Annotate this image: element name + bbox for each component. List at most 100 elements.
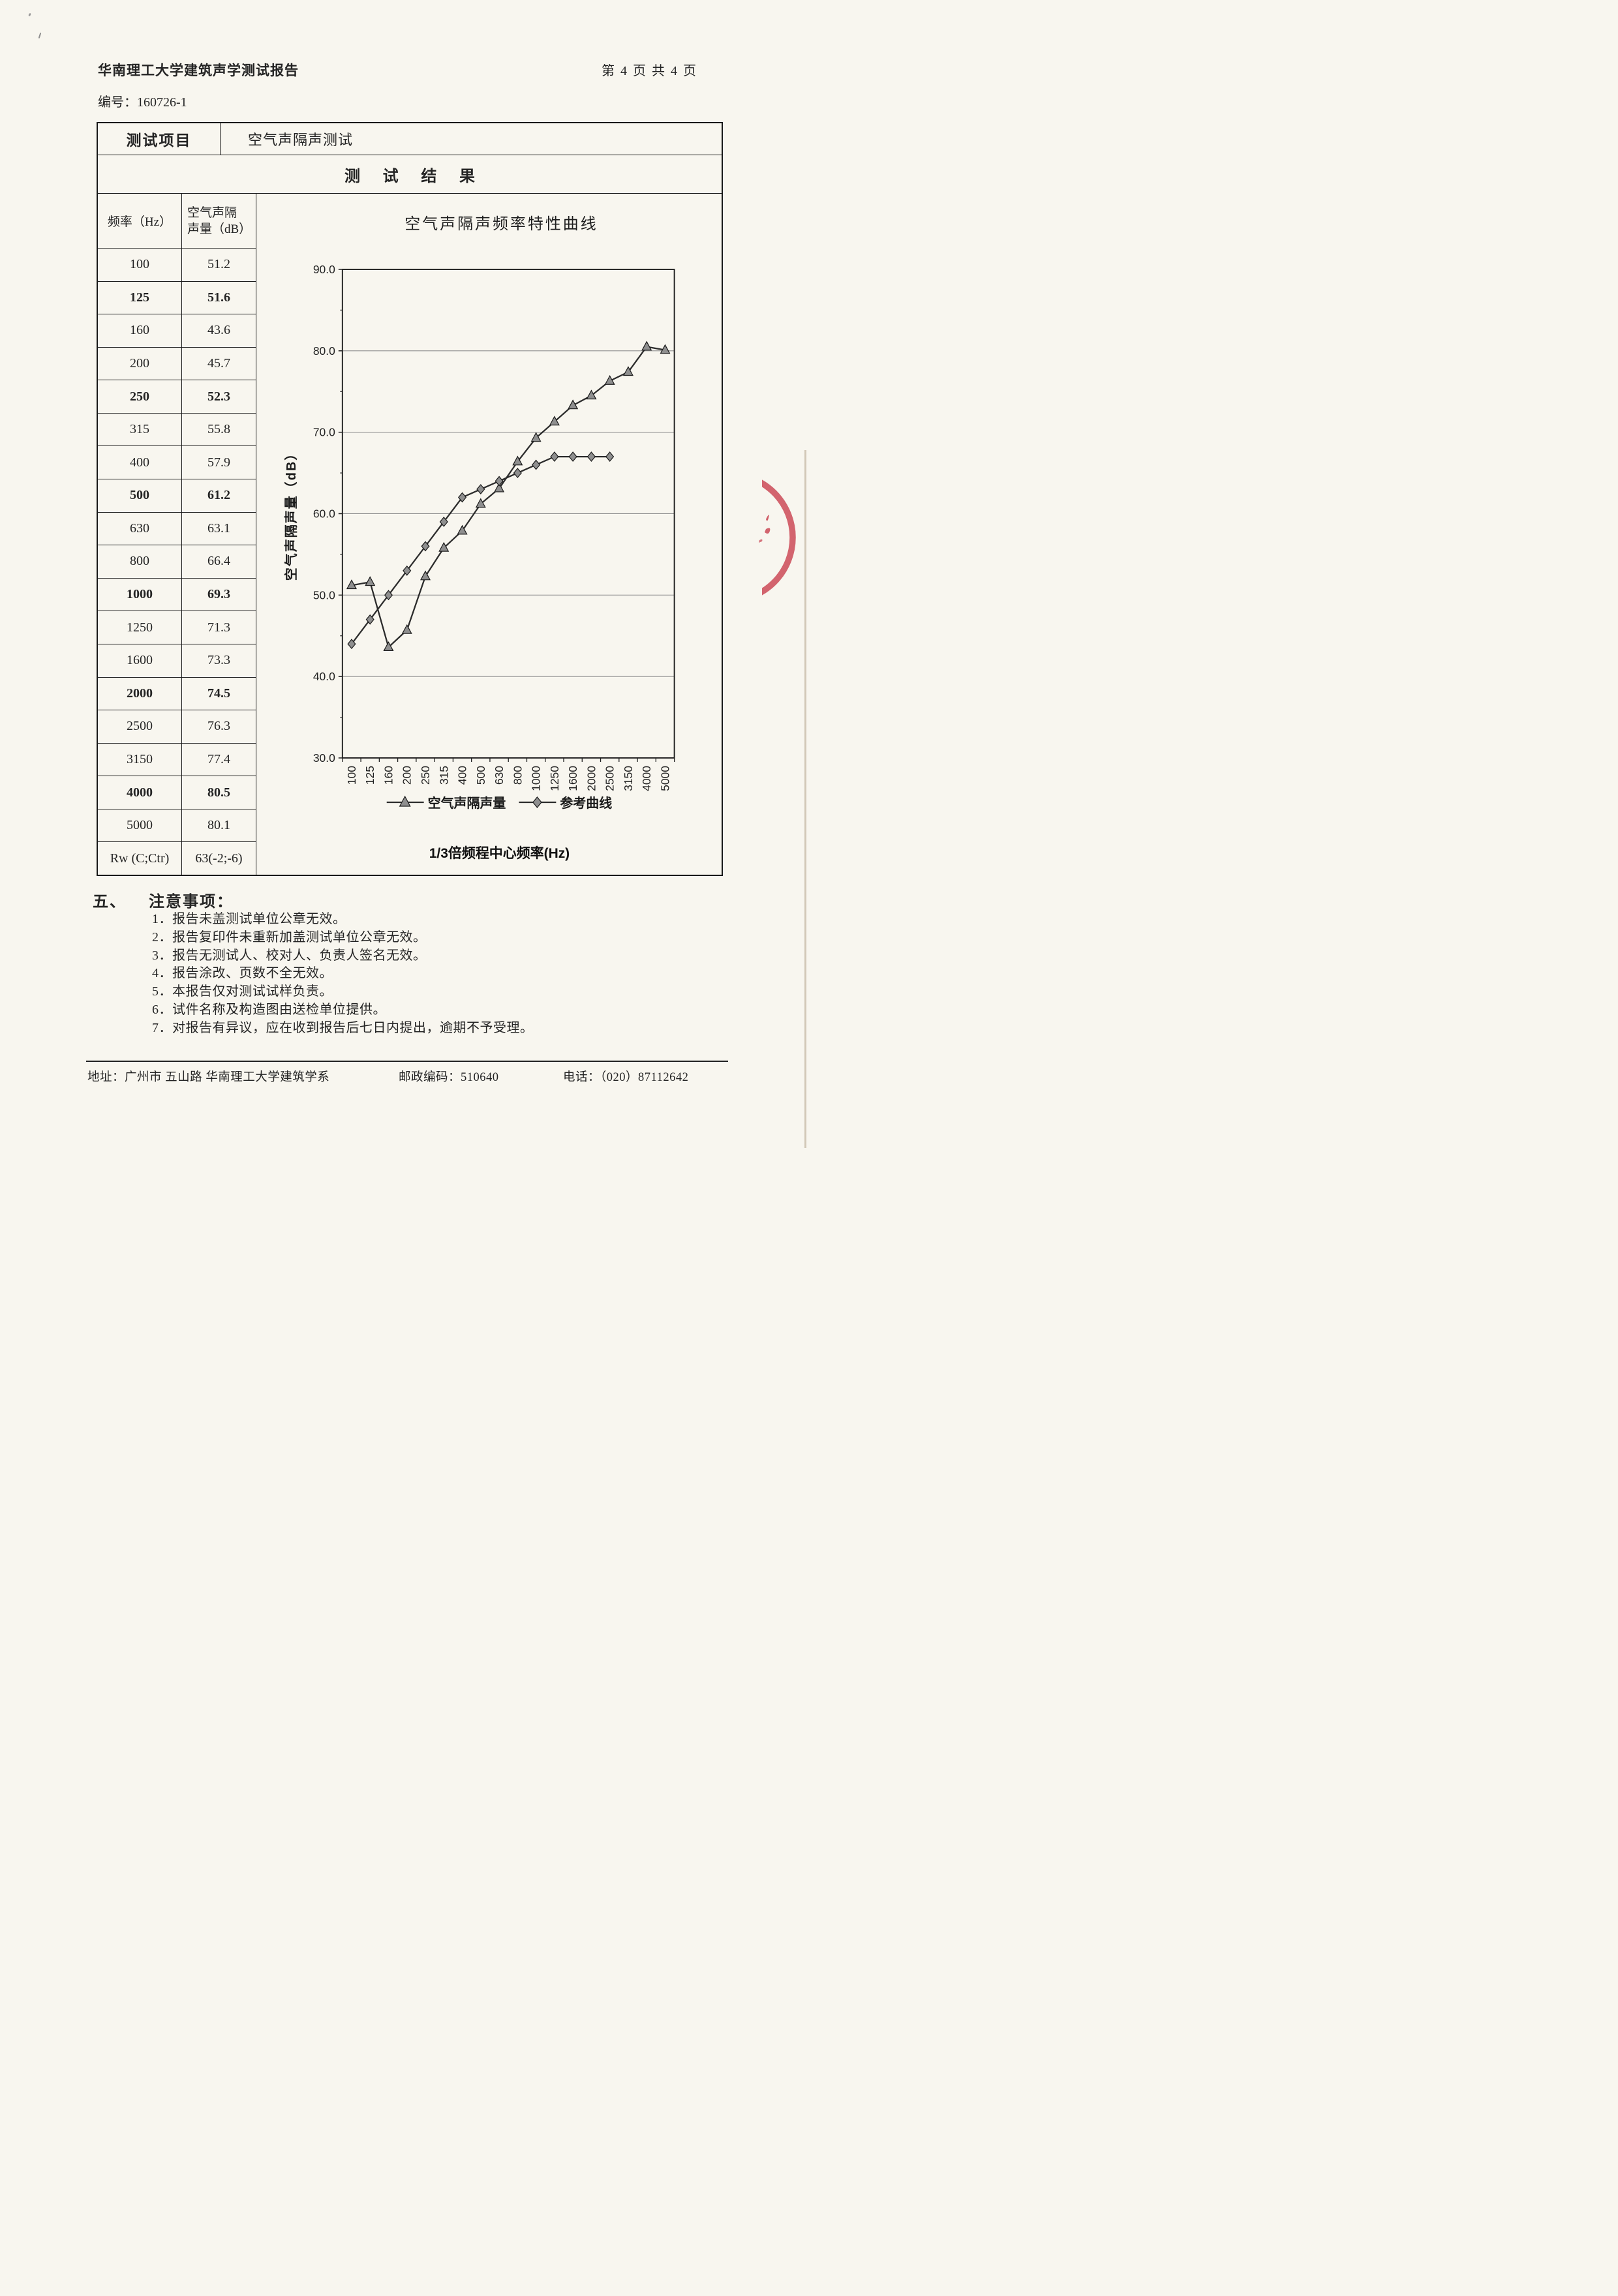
triangle-marker — [549, 415, 560, 426]
footer-phone: 电话：（020）87112642 — [563, 1071, 689, 1084]
freq-cell: 100 — [98, 249, 182, 281]
value-cell: 63.1 — [207, 521, 230, 536]
legend-diamond-marker — [532, 796, 542, 808]
table-row: 500 61.2 — [98, 479, 256, 512]
table-row: 400 57.9 — [98, 446, 256, 479]
freq-cell: 400 — [98, 446, 182, 479]
triangle-marker — [604, 374, 615, 385]
section-title-results: 测 试 结 果 — [98, 155, 722, 194]
diamond-marker — [403, 565, 412, 576]
notes-list: 1．报告未盖测试单位公章无效。 2．报告复印件未重新加盖测试单位公章无效。 3．报告… — [152, 911, 739, 1038]
value-cell: 52.3 — [207, 389, 230, 404]
diamond-marker — [605, 451, 615, 462]
x-tick-label: 2500 — [603, 766, 617, 791]
table-row: 800 66.4 — [98, 545, 256, 578]
freq-cell: 500 — [98, 479, 182, 512]
stamp-ink-mark — [759, 539, 763, 543]
scan-speck — [28, 12, 31, 17]
value-cell: 80.5 — [207, 785, 230, 800]
chart-title: 空气声隔声频率特性曲线 — [404, 215, 598, 233]
table-row: 250 52.3 — [98, 380, 256, 413]
x-tick-label: 1600 — [566, 766, 579, 791]
frequency-table-body: 100 51.2 125 51.6 160 43.6 200 45.7 250 52.3 315 55… — [98, 249, 256, 875]
x-tick-label: 200 — [401, 766, 414, 785]
triangle-marker — [475, 498, 486, 508]
measured-series-line — [351, 346, 665, 648]
y-tick-label: 90.0 — [313, 263, 335, 276]
freq-cell: 160 — [98, 314, 182, 347]
value-cell: 76.3 — [207, 719, 230, 734]
x-tick-label: 160 — [382, 766, 395, 785]
triangle-marker — [494, 482, 505, 492]
value-cell: 51.6 — [207, 290, 230, 305]
diamond-marker — [421, 541, 430, 552]
diamond-marker — [568, 451, 577, 462]
legend-triangle-marker — [399, 795, 411, 807]
x-axis-title: 1/3倍频程中心频率(Hz) — [429, 845, 570, 861]
note-item: 6．试件名称及构造图由送检单位提供。 — [152, 1002, 386, 1017]
value-cell: 69.3 — [207, 587, 230, 602]
value-cell: 66.4 — [207, 554, 230, 569]
notes-heading: 五、 注意事项： — [93, 888, 234, 911]
triangle-marker — [622, 366, 633, 376]
freq-cell: Rw (C;Ctr) — [98, 842, 182, 875]
x-tick-label: 4000 — [640, 766, 653, 791]
value-column-header-line1: 空气声隔 — [187, 205, 237, 220]
freq-cell: 800 — [98, 545, 182, 578]
note-item: 7．对报告有异议，应在收到报告后七日内提出，逾期不予受理。 — [152, 1020, 534, 1035]
table-row: 1250 71.3 — [98, 611, 256, 644]
x-tick-label: 5000 — [658, 766, 671, 791]
table-row: 1600 73.3 — [98, 643, 256, 677]
x-tick-label: 125 — [363, 766, 376, 785]
note-item: 5．本报告仅对测试试样负责。 — [152, 984, 333, 999]
results-body: 频率（Hz） 空气声隔 声量（dB） 100 51.2 125 51.6 160 43.6… — [98, 194, 722, 875]
x-tick-label: 2000 — [585, 766, 598, 791]
footer-address: 地址：广州市 五山路 华南理工大学建筑学系 — [87, 1071, 330, 1084]
diamond-marker — [347, 639, 356, 650]
test-item-row: 测试项目 空气声隔声测试 — [98, 123, 722, 155]
table-row: 5000 80.1 — [98, 808, 256, 842]
freq-cell: 3150 — [98, 743, 182, 776]
note-item: 1．报告未盖测试单位公章无效。 — [152, 912, 346, 926]
frequency-table: 频率（Hz） 空气声隔 声量（dB） 100 51.2 125 51.6 160 43.6… — [98, 194, 256, 875]
value-cell: 80.1 — [207, 818, 230, 833]
y-tick-label: 50.0 — [313, 588, 335, 601]
y-tick-label: 40.0 — [313, 670, 335, 683]
test-item-value: 空气声隔声测试 — [248, 132, 354, 148]
diamond-marker — [457, 492, 467, 503]
diamond-marker — [384, 590, 393, 601]
x-tick-label: 630 — [493, 766, 506, 785]
legend-label: 参考曲线 — [560, 795, 612, 811]
x-tick-label: 3150 — [622, 766, 635, 791]
isolation-frequency-chart: 30.0 40.0 50.0 60.0 70.0 80.0 90.0 100 125 160 200… — [283, 215, 675, 861]
x-tick-label: 250 — [419, 766, 432, 785]
diamond-marker — [365, 614, 374, 625]
results-table: 测试项目 空气声隔声测试 测 试 结 果 频率（Hz） 空气声隔 声量（dB） … — [97, 122, 723, 876]
table-row: 3150 77.4 — [98, 742, 256, 776]
value-cell: 57.9 — [207, 455, 230, 470]
freq-cell: 1250 — [98, 611, 182, 644]
triangle-marker — [401, 624, 412, 634]
note-item: 4．报告涂改、页数不全无效。 — [152, 966, 333, 981]
value-cell: 43.6 — [207, 323, 230, 338]
triangle-marker — [365, 576, 376, 586]
diamond-marker — [587, 451, 596, 462]
red-stamp-arc — [759, 479, 796, 596]
freq-cell: 125 — [98, 281, 182, 314]
diamond-marker — [439, 517, 448, 527]
value-column-header-line2: 声量（dB） — [187, 222, 252, 236]
x-tick-label: 1000 — [530, 766, 543, 791]
stamp-ink-mark — [765, 528, 771, 534]
y-tick-label: 30.0 — [313, 751, 335, 764]
stamp-ink-mark — [766, 515, 769, 521]
value-cell: 61.2 — [207, 488, 230, 503]
diamond-marker — [495, 476, 504, 487]
table-row: 2000 74.5 — [98, 676, 256, 710]
note-item: 2．报告复印件未重新加盖测试单位公章无效。 — [152, 929, 427, 944]
table-row: 315 55.8 — [98, 412, 256, 446]
table-row: 630 63.1 — [98, 511, 256, 545]
value-cell: 77.4 — [207, 751, 230, 766]
x-tick-label: 1250 — [548, 766, 561, 791]
x-tick-label: 100 — [345, 766, 358, 785]
note-item: 3．报告无测试人、校对人、负责人签名无效。 — [152, 948, 427, 963]
